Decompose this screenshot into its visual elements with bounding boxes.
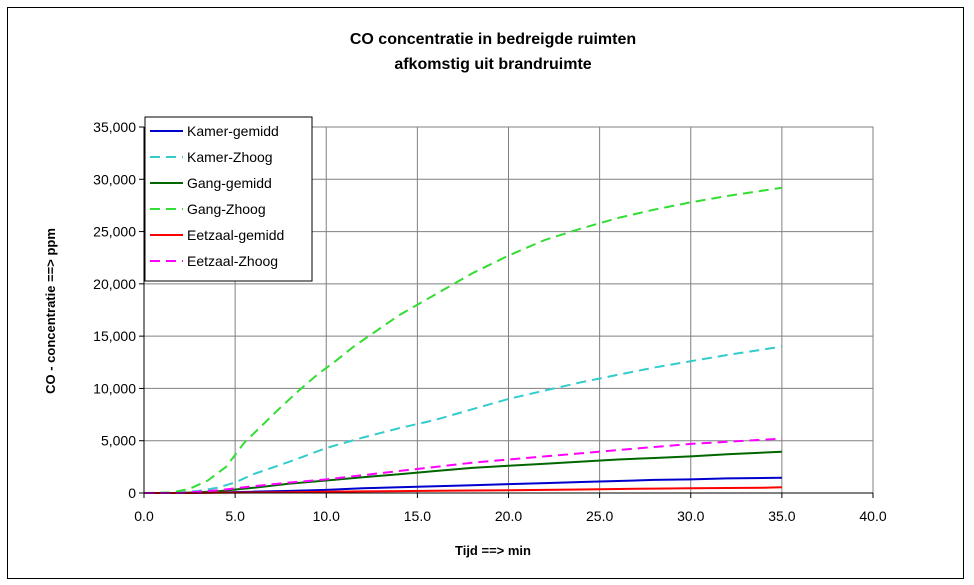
chart-title: CO concentratie in bedreigde ruimten bbox=[350, 31, 636, 48]
y-tick-label: 5,000 bbox=[101, 433, 136, 449]
legend-entry: Kamer-gemidd bbox=[187, 123, 279, 139]
y-tick-label: 25,000 bbox=[93, 224, 136, 240]
y-axis-label: CO - concentratie ==> ppm bbox=[43, 228, 58, 394]
x-tick-label: 15.0 bbox=[404, 508, 431, 524]
x-axis-label: Tijd ==> min bbox=[455, 543, 531, 558]
legend-entry: Gang-Zhoog bbox=[187, 201, 266, 217]
y-tick-label: 35,000 bbox=[93, 119, 136, 135]
series-line-eetzaal-zhoog bbox=[144, 437, 782, 494]
legend-entry: Eetzaal-Zhoog bbox=[187, 253, 278, 269]
legend-box bbox=[144, 116, 313, 282]
x-tick-label: 30.0 bbox=[677, 508, 704, 524]
x-tick-label: 35.0 bbox=[768, 508, 795, 524]
y-tick-label: 30,000 bbox=[93, 171, 136, 187]
series-line-kamer-zhoog bbox=[143, 345, 783, 494]
series-line-gang-zhoog bbox=[143, 186, 783, 494]
y-tick-label: 10,000 bbox=[93, 380, 136, 396]
legend: Kamer-gemidd Kamer-Zhoog Gang-gemidd Gang-Z… bbox=[144, 116, 313, 282]
x-tick-label: 10.0 bbox=[313, 508, 340, 524]
x-tick-label: 20.0 bbox=[495, 508, 522, 524]
legend-entry: Gang-gemidd bbox=[187, 175, 272, 191]
series-line-gang-gemidd bbox=[144, 450, 782, 494]
y-tick-label: 0 bbox=[128, 485, 136, 501]
y-tick-label: 15,000 bbox=[93, 328, 136, 344]
x-tick-label: 0.0 bbox=[134, 508, 154, 524]
x-tick-label: 25.0 bbox=[586, 508, 613, 524]
legend-entry: Kamer-Zhoog bbox=[187, 149, 273, 165]
tick-labels: 0 5,000 10,000 15,000 20,000 25,000 30,000 35,0… bbox=[93, 119, 887, 524]
legend-entry: Eetzaal-gemidd bbox=[187, 227, 284, 243]
x-tick-label: 40.0 bbox=[859, 508, 886, 524]
x-tick-label: 5.0 bbox=[225, 508, 245, 524]
y-tick-label: 20,000 bbox=[93, 276, 136, 292]
chart-subtitle: afkomstig uit brandruimte bbox=[394, 56, 591, 73]
axes bbox=[139, 126, 874, 498]
